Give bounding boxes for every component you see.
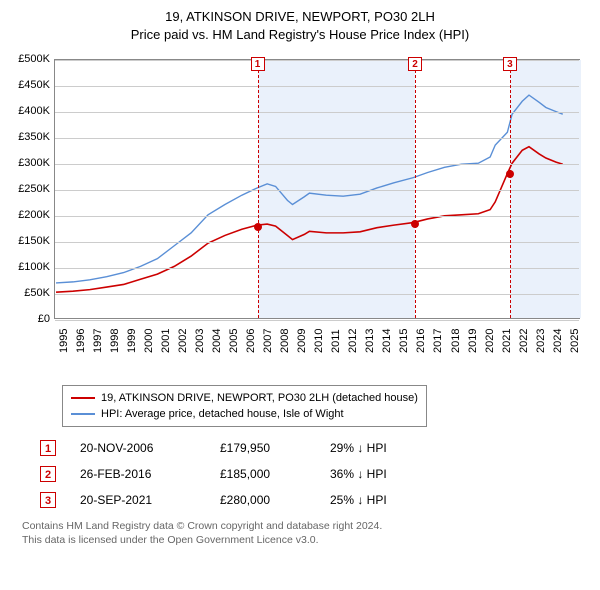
sale-diff: 29% ↓ HPI	[330, 441, 450, 455]
sale-marker-badge: 2	[40, 466, 56, 482]
y-tick-label: £350K	[10, 131, 50, 143]
x-tick-label: 2001	[160, 329, 172, 353]
title-line-2: Price paid vs. HM Land Registry's House …	[10, 26, 590, 44]
sale-date: 26-FEB-2016	[80, 467, 220, 481]
x-tick-label: 2021	[501, 329, 513, 353]
x-tick-label: 2016	[415, 329, 427, 353]
x-tick-label: 2024	[552, 329, 564, 353]
x-tick-label: 2017	[432, 329, 444, 353]
sales-table: 1 20-NOV-2006 £179,950 29% ↓ HPI 2 26-FE…	[40, 435, 590, 513]
legend-row: 19, ATKINSON DRIVE, NEWPORT, PO30 2LH (d…	[71, 390, 418, 406]
sale-marker-badge: 1	[40, 440, 56, 456]
y-tick-label: £300K	[10, 157, 50, 169]
sale-date: 20-SEP-2021	[80, 493, 220, 507]
sale-price: £185,000	[220, 467, 330, 481]
x-tick-label: 2009	[296, 329, 308, 353]
x-tick-label: 1995	[58, 329, 70, 353]
plot-area: 1 2 3	[54, 59, 580, 319]
x-tick-label: 2010	[313, 329, 325, 353]
sale-point	[254, 223, 262, 231]
x-tick-label: 2004	[211, 329, 223, 353]
series-property	[56, 147, 563, 293]
sale-price: £179,950	[220, 441, 330, 455]
chart-container: 19, ATKINSON DRIVE, NEWPORT, PO30 2LH Pr…	[0, 0, 600, 551]
x-tick-label: 2011	[330, 329, 342, 353]
x-tick-label: 1996	[75, 329, 87, 353]
legend-label: 19, ATKINSON DRIVE, NEWPORT, PO30 2LH (d…	[101, 392, 418, 404]
x-tick-label: 1998	[109, 329, 121, 353]
x-tick-label: 2025	[569, 329, 581, 353]
chart: 1 2 3 £0 £50K £100K £150K £200K £250K £300K £350K…	[10, 49, 590, 379]
sale-marker-flag: 3	[503, 57, 517, 71]
y-tick-label: £100K	[10, 261, 50, 273]
title-line-1: 19, ATKINSON DRIVE, NEWPORT, PO30 2LH	[10, 8, 590, 26]
x-tick-label: 2023	[535, 329, 547, 353]
x-tick-label: 2012	[347, 329, 359, 353]
x-tick-label: 2006	[245, 329, 257, 353]
x-tick-label: 2013	[364, 329, 376, 353]
title-block: 19, ATKINSON DRIVE, NEWPORT, PO30 2LH Pr…	[10, 8, 590, 43]
x-tick-label: 2022	[518, 329, 530, 353]
sale-date: 20-NOV-2006	[80, 441, 220, 455]
sale-marker-badge: 3	[40, 492, 56, 508]
y-tick-label: £450K	[10, 79, 50, 91]
x-tick-label: 2019	[467, 329, 479, 353]
sale-marker-flag: 2	[408, 57, 422, 71]
line-series-svg	[55, 60, 579, 318]
x-tick-label: 2007	[262, 329, 274, 353]
y-tick-label: £500K	[10, 53, 50, 65]
sale-point	[506, 170, 514, 178]
x-tick-label: 2020	[484, 329, 496, 353]
sale-diff: 36% ↓ HPI	[330, 467, 450, 481]
y-tick-label: £50K	[10, 287, 50, 299]
sale-row: 1 20-NOV-2006 £179,950 29% ↓ HPI	[40, 435, 590, 461]
legend: 19, ATKINSON DRIVE, NEWPORT, PO30 2LH (d…	[62, 385, 427, 427]
x-tick-label: 2005	[228, 329, 240, 353]
x-tick-label: 2014	[381, 329, 393, 353]
legend-row: HPI: Average price, detached house, Isle…	[71, 406, 418, 422]
x-tick-label: 2008	[279, 329, 291, 353]
y-tick-label: £150K	[10, 235, 50, 247]
sale-marker-flag: 1	[251, 57, 265, 71]
legend-swatch	[71, 397, 95, 399]
series-hpi	[56, 95, 563, 283]
y-tick-label: £250K	[10, 183, 50, 195]
x-tick-label: 2015	[398, 329, 410, 353]
sale-diff: 25% ↓ HPI	[330, 493, 450, 507]
y-tick-label: £200K	[10, 209, 50, 221]
footer-line: This data is licensed under the Open Gov…	[22, 533, 590, 547]
y-tick-label: £400K	[10, 105, 50, 117]
footer-line: Contains HM Land Registry data © Crown c…	[22, 519, 590, 533]
x-tick-label: 2018	[450, 329, 462, 353]
x-tick-label: 2002	[177, 329, 189, 353]
x-tick-label: 2003	[194, 329, 206, 353]
attribution-footer: Contains HM Land Registry data © Crown c…	[22, 519, 590, 547]
sale-point	[411, 220, 419, 228]
sale-row: 2 26-FEB-2016 £185,000 36% ↓ HPI	[40, 461, 590, 487]
x-tick-label: 1999	[126, 329, 138, 353]
y-tick-label: £0	[10, 313, 50, 325]
x-tick-label: 2000	[143, 329, 155, 353]
legend-label: HPI: Average price, detached house, Isle…	[101, 408, 344, 420]
legend-swatch	[71, 413, 95, 415]
x-tick-label: 1997	[92, 329, 104, 353]
sale-row: 3 20-SEP-2021 £280,000 25% ↓ HPI	[40, 487, 590, 513]
sale-price: £280,000	[220, 493, 330, 507]
